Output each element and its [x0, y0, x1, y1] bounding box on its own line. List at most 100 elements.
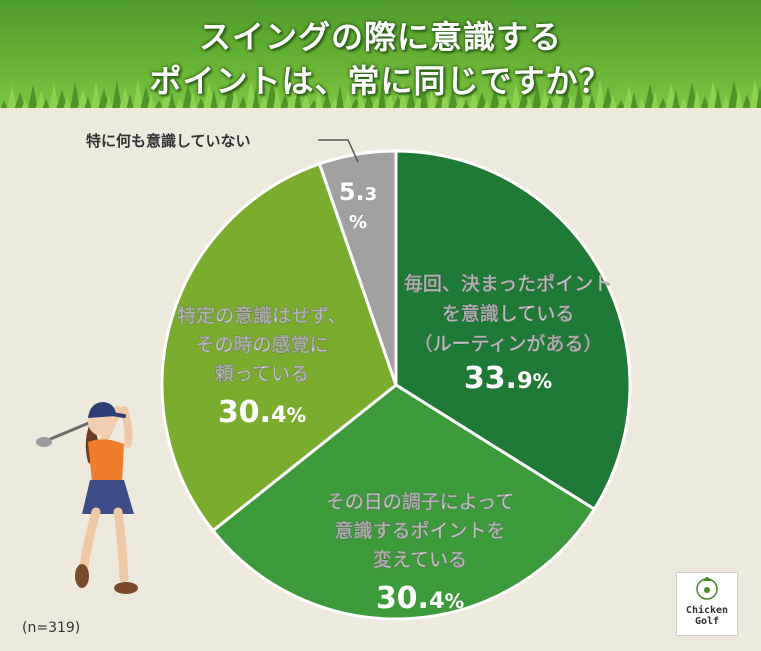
- slice-value-4: 5.3: [339, 178, 377, 206]
- pie-slice-4: [317, 149, 398, 386]
- grass-blade: [308, 100, 320, 108]
- grass-blade: [336, 84, 344, 108]
- grass-blade: [448, 86, 458, 108]
- slice-label-3: その時の感覚に: [195, 333, 328, 356]
- chicken-logo-icon: [696, 577, 718, 600]
- grass-blade: [483, 99, 491, 108]
- slice-unit-4: %: [349, 212, 367, 233]
- grass-blade: [490, 84, 500, 108]
- grass-blade: [462, 100, 470, 108]
- grass-blade: [679, 97, 689, 108]
- grass-blade: [637, 99, 647, 108]
- grass-blade: [252, 88, 260, 108]
- grass-blade: [350, 98, 362, 108]
- grass-blade: [7, 85, 17, 108]
- grass-blade: [420, 80, 428, 108]
- grass-blade: [343, 91, 353, 108]
- shoe-icon: [75, 564, 89, 588]
- slice-value-3: 30.4%: [218, 395, 306, 430]
- grass-blade: [371, 97, 383, 108]
- grass-blade: [84, 96, 92, 108]
- brand-logo: Chicken Golf: [676, 572, 738, 636]
- grass-blade: [630, 92, 638, 108]
- cap-icon: [88, 402, 116, 418]
- grass-blade: [322, 92, 332, 108]
- grass-blade: [469, 85, 479, 108]
- slice-label-1: を意識している: [442, 302, 574, 325]
- grass-blade: [511, 83, 521, 108]
- grass-blade: [329, 99, 341, 108]
- grass-blade: [154, 100, 164, 108]
- grass-blade: [133, 79, 143, 108]
- slice-label-1: 毎回、決まったポイント: [404, 272, 612, 295]
- slice-value-2: 30.4%: [376, 581, 464, 616]
- grass-blade: [217, 97, 227, 108]
- grass-blade: [616, 100, 626, 108]
- grass-blade: [189, 91, 197, 108]
- grass-blade: [378, 82, 386, 108]
- grass-blade: [49, 83, 59, 108]
- grass-blade: [70, 82, 80, 108]
- grass-blade: [427, 87, 437, 108]
- grass-blade: [756, 86, 761, 108]
- grass-blade: [112, 80, 122, 108]
- slice-label-3: 特定の意識はせず、: [177, 304, 347, 327]
- grass-blade: [553, 81, 563, 108]
- grass-blade: [406, 88, 416, 108]
- grass-blade: [273, 87, 281, 108]
- skirt: [82, 480, 134, 514]
- logo-text-1: Chicken: [685, 605, 729, 616]
- grass-blade: [231, 89, 239, 108]
- grass-blade: [574, 80, 584, 108]
- club-head-icon: [36, 437, 52, 447]
- grass-blade: [504, 98, 512, 108]
- grass-blade: [441, 79, 449, 108]
- grass-blade: [364, 90, 374, 108]
- grass-blade: [651, 91, 659, 108]
- title-line-1: スイングの際に意識する: [198, 18, 562, 56]
- shirt: [88, 439, 124, 482]
- golfer-illustration: [36, 402, 138, 594]
- sample-size-note: (n=319): [22, 620, 81, 636]
- slice-label-2: その日の調子によって: [326, 490, 514, 513]
- grass-blade: [301, 93, 311, 108]
- grass-blade: [105, 95, 113, 108]
- pie-slice-1: [394, 149, 632, 512]
- grass-blade: [175, 99, 185, 108]
- grass-blade: [546, 96, 554, 108]
- title-line-2: ポイントは、常に同じですか？: [149, 62, 612, 100]
- grass-blade: [147, 93, 155, 108]
- grass-blade: [168, 92, 176, 108]
- grass-blade: [315, 85, 323, 108]
- slice-value-1: 33.9%: [464, 361, 552, 396]
- grass-blade: [0, 100, 8, 108]
- grass-blade: [357, 83, 365, 108]
- grass-blade: [385, 89, 395, 108]
- slice-label-1: （ルーティンがある）: [414, 332, 603, 355]
- grass-blade: [742, 94, 752, 108]
- slice-label-4: 特に何も意識していない: [86, 132, 251, 150]
- grass-blade: [672, 90, 680, 108]
- grass-blade: [42, 98, 50, 108]
- grass-blade: [714, 88, 722, 108]
- grass-blade: [700, 96, 710, 108]
- callout-line: [318, 139, 359, 163]
- logo-text-2: Golf: [694, 616, 720, 627]
- grass-blade: [525, 97, 533, 108]
- grass-blade: [126, 94, 134, 108]
- grass-blade: [294, 86, 302, 108]
- grass-blade: [532, 82, 542, 108]
- slice-label-3: 頼っている: [215, 363, 309, 385]
- grass-blade: [280, 94, 290, 108]
- grass-blade: [238, 96, 248, 108]
- grass-blade: [28, 84, 38, 108]
- grass-blade: [259, 95, 269, 108]
- shoe-icon: [114, 582, 138, 594]
- slice-label-2: 意識するポイントを: [334, 519, 505, 542]
- grass-blade: [609, 93, 617, 108]
- grass-blade: [91, 81, 101, 108]
- grass-blade: [210, 90, 218, 108]
- grass-blade: [735, 87, 743, 108]
